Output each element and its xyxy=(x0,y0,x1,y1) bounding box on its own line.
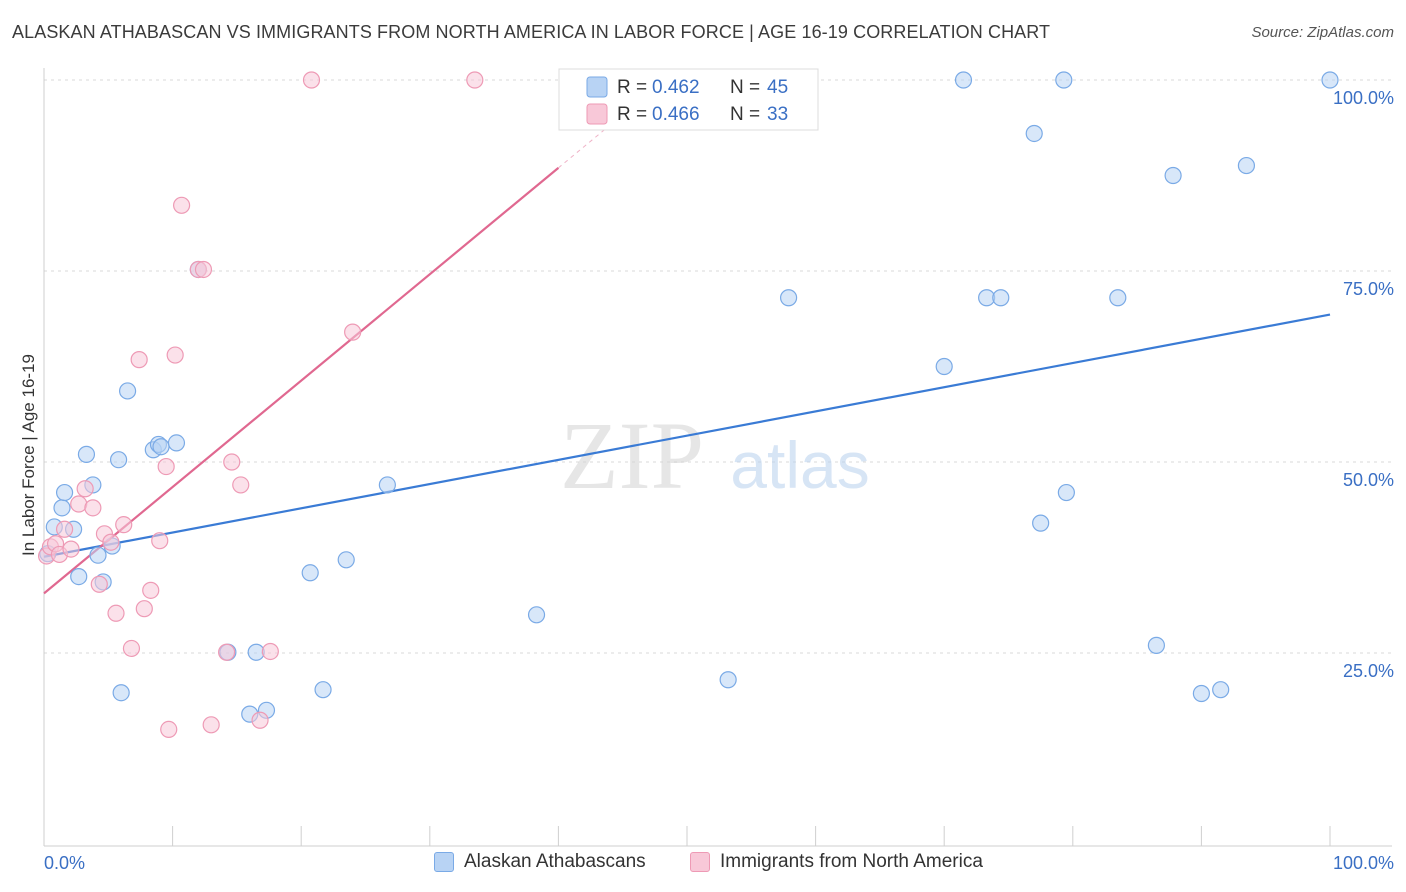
point-alaskan-athabascan xyxy=(1164,166,1182,185)
point-alaskan-athabascan xyxy=(152,438,170,456)
point-immigrant-north-america xyxy=(62,540,80,558)
point-alaskan-athabascan xyxy=(1212,681,1230,699)
point-immigrant-north-america xyxy=(202,716,220,734)
point-immigrant-north-america xyxy=(151,532,169,550)
y-axis-label: In Labor Force | Age 16-19 xyxy=(19,354,38,556)
point-alaskan-athabascan xyxy=(719,671,737,689)
x-tick-label-max: 100.0% xyxy=(1333,853,1394,873)
legend-swatch-pink xyxy=(690,852,710,872)
point-alaskan-athabascan xyxy=(118,382,137,400)
legend-top: R = 0.462 N = 45 R = 0.466 N = 33 xyxy=(558,68,819,131)
axes xyxy=(43,68,1392,847)
point-immigrant-north-america xyxy=(115,516,133,534)
point-immigrant-north-america xyxy=(173,196,191,214)
legend-r-label: R = xyxy=(617,104,647,125)
legend-n-value: 45 xyxy=(767,77,788,98)
point-immigrant-north-america xyxy=(261,642,279,661)
y-tick-label: 25.0% xyxy=(1343,661,1394,681)
point-immigrant-north-america xyxy=(84,499,102,517)
legend-swatch-pink xyxy=(586,103,608,125)
point-alaskan-athabascan xyxy=(112,684,130,702)
point-immigrant-north-america xyxy=(130,351,148,369)
legend-swatch-blue xyxy=(586,76,608,98)
point-immigrant-north-america xyxy=(194,260,213,279)
y-tick-labels: 25.0% 50.0% 75.0% 100.0% xyxy=(1333,88,1394,681)
legend-item-alaskan-athabascans: Alaskan Athabascans xyxy=(434,851,646,873)
point-immigrant-north-america xyxy=(302,71,321,89)
point-alaskan-athabascan xyxy=(109,451,128,469)
point-alaskan-athabascan xyxy=(55,483,74,502)
point-immigrant-north-america xyxy=(157,457,175,476)
point-immigrant-north-america xyxy=(466,71,484,89)
point-alaskan-athabascan xyxy=(301,564,319,582)
point-alaskan-athabascan xyxy=(314,681,332,699)
point-alaskan-athabascan xyxy=(935,357,953,376)
point-immigrant-north-america xyxy=(90,575,108,593)
point-alaskan-athabascan xyxy=(378,476,396,494)
point-immigrant-north-america xyxy=(232,476,250,494)
point-immigrant-north-america xyxy=(55,520,74,538)
y-tick-label: 100.0% xyxy=(1333,88,1394,108)
y-tick-label: 50.0% xyxy=(1343,470,1394,490)
point-alaskan-athabascan xyxy=(1057,483,1075,502)
point-alaskan-athabascan xyxy=(992,289,1010,307)
point-alaskan-athabascan xyxy=(1192,684,1211,703)
point-alaskan-athabascan xyxy=(954,71,973,89)
point-alaskan-athabascan xyxy=(89,546,107,564)
data-points xyxy=(37,71,1339,739)
watermark-atlas: atlas xyxy=(730,428,869,502)
point-alaskan-athabascan xyxy=(527,606,546,624)
x-tick-label-min: 0.0% xyxy=(44,853,85,873)
point-alaskan-athabascan xyxy=(53,499,71,517)
legend-r-label: R = xyxy=(617,77,647,98)
legend-r-value: 0.462 xyxy=(652,77,700,98)
point-alaskan-athabascan xyxy=(337,551,355,569)
legend-item-immigrants-north-america: Immigrants from North America xyxy=(690,851,983,873)
point-immigrant-north-america xyxy=(160,720,178,739)
point-immigrant-north-america xyxy=(76,480,94,498)
point-immigrant-north-america xyxy=(251,711,269,729)
point-alaskan-athabascan xyxy=(1147,636,1165,654)
point-immigrant-north-america xyxy=(135,600,153,618)
point-alaskan-athabascan xyxy=(167,434,186,452)
point-alaskan-athabascan xyxy=(779,289,798,307)
point-alaskan-athabascan xyxy=(1321,71,1339,89)
point-immigrant-north-america xyxy=(166,346,184,364)
legend-n-value: 33 xyxy=(767,104,788,125)
legend-r-value: 0.466 xyxy=(652,104,700,125)
trend-line-alaskan-athabascans xyxy=(43,313,1331,558)
y-tick-label: 75.0% xyxy=(1343,279,1394,299)
watermark: ZIP atlas xyxy=(560,402,870,509)
legend-swatch-blue xyxy=(434,852,454,872)
point-alaskan-athabascan xyxy=(1032,514,1050,532)
point-immigrant-north-america xyxy=(142,581,160,599)
chart-title: ALASKAN ATHABASCAN VS IMMIGRANTS FROM NO… xyxy=(12,22,1051,42)
point-alaskan-athabascan xyxy=(1237,156,1256,175)
point-immigrant-north-america xyxy=(107,604,125,622)
point-immigrant-north-america xyxy=(223,453,241,471)
legend-n-label: N = xyxy=(730,77,760,98)
grid xyxy=(44,79,1392,654)
legend-n-label: N = xyxy=(730,104,760,125)
point-alaskan-athabascan xyxy=(1055,71,1073,89)
legend-label: Alaskan Athabascans xyxy=(464,851,646,872)
point-immigrant-north-america xyxy=(70,495,88,513)
legend-bottom: Alaskan Athabascans Immigrants from Nort… xyxy=(0,851,1406,879)
point-immigrant-north-america xyxy=(218,643,236,661)
point-immigrant-north-america xyxy=(122,639,141,658)
point-alaskan-athabascan xyxy=(1025,124,1043,143)
point-alaskan-athabascan xyxy=(77,445,96,463)
point-immigrant-north-america xyxy=(344,323,362,341)
point-alaskan-athabascan xyxy=(1109,289,1127,307)
point-alaskan-athabascan xyxy=(70,567,88,586)
trend-line-extension xyxy=(558,124,611,169)
trend-lines xyxy=(43,124,1331,595)
point-immigrant-north-america xyxy=(102,533,120,551)
source-label: Source: ZipAtlas.com xyxy=(1251,24,1394,41)
legend-label: Immigrants from North America xyxy=(720,851,983,872)
